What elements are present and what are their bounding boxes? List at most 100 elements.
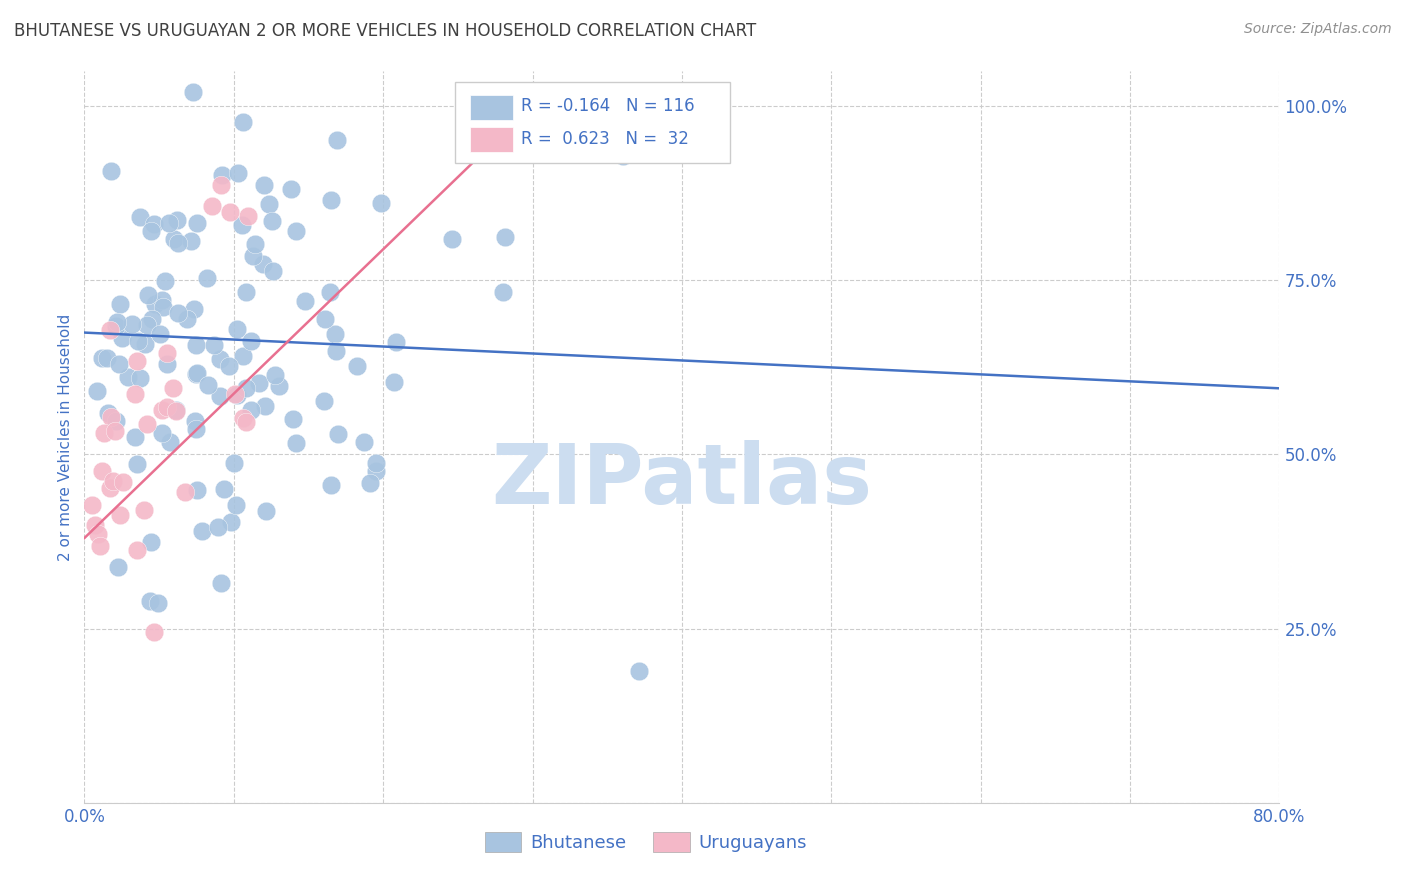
Point bbox=[152, 293, 174, 308]
Point bbox=[167, 305, 190, 319]
Point bbox=[326, 426, 349, 441]
Text: Source: ZipAtlas.com: Source: ZipAtlas.com bbox=[1244, 22, 1392, 37]
Point bbox=[385, 334, 408, 349]
Point bbox=[319, 194, 342, 208]
Point bbox=[100, 410, 122, 425]
Point bbox=[82, 498, 104, 512]
Point bbox=[325, 344, 347, 359]
Point bbox=[204, 337, 226, 351]
Point bbox=[89, 539, 111, 553]
Point bbox=[218, 359, 240, 374]
Point bbox=[181, 85, 204, 99]
Point bbox=[359, 476, 381, 491]
Point bbox=[186, 368, 208, 382]
Point bbox=[218, 205, 240, 219]
Point bbox=[195, 271, 218, 285]
Point bbox=[124, 387, 146, 401]
Point bbox=[212, 482, 235, 496]
Point bbox=[285, 435, 308, 450]
Point bbox=[197, 377, 219, 392]
Point bbox=[257, 197, 280, 211]
Point bbox=[247, 376, 270, 390]
Point bbox=[83, 517, 105, 532]
Point bbox=[110, 508, 132, 522]
Point bbox=[235, 415, 257, 429]
Text: ZIPatlas: ZIPatlas bbox=[492, 441, 872, 522]
Point bbox=[627, 664, 650, 678]
Point bbox=[239, 334, 262, 348]
Point bbox=[124, 430, 146, 444]
Point bbox=[108, 297, 131, 311]
Point bbox=[263, 368, 285, 382]
Point bbox=[183, 302, 205, 317]
Point bbox=[159, 435, 181, 450]
Point bbox=[254, 399, 277, 413]
Point bbox=[253, 178, 276, 193]
Point bbox=[186, 422, 208, 436]
Point bbox=[157, 216, 180, 230]
Point bbox=[186, 366, 208, 380]
Point bbox=[100, 164, 122, 178]
Point bbox=[318, 285, 340, 299]
Point bbox=[226, 322, 249, 336]
Point bbox=[326, 133, 349, 147]
Point bbox=[104, 424, 127, 438]
Point bbox=[280, 182, 302, 196]
Point bbox=[145, 297, 167, 311]
Point bbox=[136, 318, 159, 332]
Point bbox=[491, 285, 513, 299]
Point bbox=[441, 232, 464, 246]
Point bbox=[232, 350, 254, 364]
Point bbox=[156, 346, 179, 360]
Point bbox=[166, 213, 188, 227]
Text: BHUTANESE VS URUGUAYAN 2 OR MORE VEHICLES IN HOUSEHOLD CORRELATION CHART: BHUTANESE VS URUGUAYAN 2 OR MORE VEHICLE… bbox=[14, 22, 756, 40]
Point bbox=[222, 456, 245, 470]
Point bbox=[226, 388, 249, 402]
Point bbox=[370, 195, 392, 210]
Point bbox=[211, 168, 233, 182]
Point bbox=[228, 166, 250, 180]
Point bbox=[162, 381, 184, 395]
Legend: Bhutanese, Uruguayans: Bhutanese, Uruguayans bbox=[478, 824, 814, 860]
FancyBboxPatch shape bbox=[456, 82, 730, 163]
Point bbox=[201, 199, 224, 213]
Point bbox=[139, 224, 162, 238]
Point bbox=[150, 403, 173, 417]
Point bbox=[104, 414, 127, 428]
Text: R =  0.623   N =  32: R = 0.623 N = 32 bbox=[520, 129, 689, 148]
Point bbox=[134, 337, 156, 351]
Point bbox=[186, 216, 208, 230]
Point bbox=[262, 214, 284, 228]
Point bbox=[141, 312, 163, 326]
Point bbox=[235, 382, 257, 396]
Point bbox=[252, 257, 274, 271]
Point bbox=[111, 331, 134, 345]
Point bbox=[90, 351, 112, 365]
Point bbox=[143, 625, 166, 640]
Point bbox=[153, 274, 176, 288]
Point bbox=[191, 524, 214, 539]
Point bbox=[98, 481, 121, 495]
FancyBboxPatch shape bbox=[471, 95, 513, 120]
Point bbox=[174, 485, 197, 500]
Point bbox=[155, 400, 177, 414]
Point bbox=[142, 217, 165, 231]
Point bbox=[107, 357, 129, 371]
Point bbox=[235, 285, 257, 300]
Point bbox=[90, 464, 112, 478]
Point bbox=[232, 115, 254, 129]
Point bbox=[139, 594, 162, 608]
Point bbox=[93, 425, 115, 440]
Point bbox=[209, 178, 232, 193]
Point bbox=[129, 371, 152, 385]
Point bbox=[294, 293, 316, 308]
Point bbox=[105, 315, 128, 329]
Point bbox=[98, 323, 121, 337]
Y-axis label: 2 or more Vehicles in Household: 2 or more Vehicles in Household bbox=[58, 313, 73, 561]
Point bbox=[314, 393, 336, 408]
Point bbox=[494, 230, 516, 244]
Point bbox=[184, 413, 207, 427]
Point bbox=[236, 210, 259, 224]
FancyBboxPatch shape bbox=[471, 127, 513, 152]
Point bbox=[209, 576, 232, 591]
